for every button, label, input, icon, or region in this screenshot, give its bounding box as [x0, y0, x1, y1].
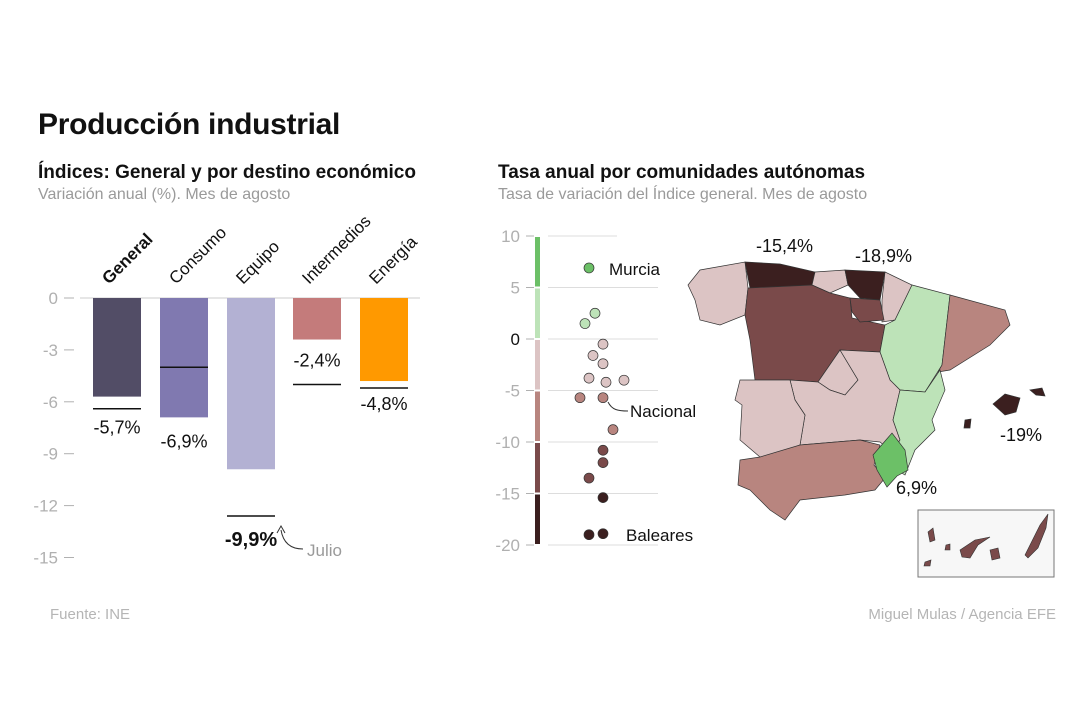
dot [607, 424, 619, 435]
left-subtitle: Índices: General y por destino económico [38, 162, 416, 183]
y-tick-label: -9 [43, 445, 58, 464]
dot [597, 358, 609, 370]
source: Fuente: INE [50, 606, 131, 623]
dot [589, 307, 601, 319]
y-tick-label: -5 [505, 382, 520, 401]
map-label-murcia: 6,9% [896, 478, 937, 498]
dot [597, 392, 609, 404]
dot [587, 350, 599, 361]
region-mallorca [992, 393, 1021, 416]
canary-island [944, 543, 951, 551]
region-ibiza [963, 418, 972, 429]
data-label: -2,4% [293, 351, 340, 371]
data-label: -6,9% [160, 431, 207, 451]
dot [574, 392, 586, 404]
dot-label: Nacional [630, 402, 696, 421]
region-cantabria [811, 269, 849, 294]
region-comunidad-valenciana [891, 369, 946, 476]
color-band [535, 340, 540, 390]
credit: Miguel Mulas / Agencia EFE [868, 606, 1056, 623]
region-andalucia [737, 439, 886, 521]
color-band [535, 288, 540, 338]
category-label: Consumo [165, 223, 230, 288]
color-band [535, 494, 540, 544]
y-tick-label: -15 [495, 485, 520, 504]
dot [618, 374, 630, 386]
dot [597, 528, 609, 540]
julio-arrowhead [276, 524, 286, 534]
bar-equipo [227, 298, 275, 470]
category-label: Intermedios [298, 212, 374, 288]
category-label: General [98, 230, 156, 288]
region-galicia [687, 261, 749, 326]
dot-label: Baleares [626, 526, 693, 545]
bar-general [93, 298, 141, 397]
region-cataluna [937, 294, 1011, 373]
data-label: -9,9% [225, 529, 277, 551]
spain-map: -15,4% -18,9% -19% 6,9% [687, 236, 1055, 578]
color-band [535, 237, 540, 287]
left-description: Variación anual (%). Mes de agosto [38, 186, 291, 203]
dot [583, 472, 595, 484]
canary-island [1024, 513, 1049, 559]
dot [597, 457, 609, 468]
canary-island [959, 536, 991, 559]
dot-label: Murcia [609, 260, 661, 279]
canary-island [927, 527, 936, 543]
y-tick-label: 0 [49, 289, 58, 308]
color-band [535, 391, 540, 441]
y-tick-label: -20 [495, 536, 520, 555]
color-band [535, 443, 540, 493]
map-label-asturias: -15,4% [756, 236, 813, 256]
dot [600, 376, 612, 388]
data-label: -5,7% [93, 418, 140, 438]
dot [597, 444, 609, 456]
y-tick-label: -3 [43, 341, 58, 360]
right-description: Tasa de variación del Índice general. Me… [498, 186, 868, 203]
category-label: Equipo [232, 237, 283, 288]
map-label-pais-vasco: -18,9% [855, 246, 912, 266]
bar-intermedios [293, 298, 341, 340]
page-title: Producción industrial [38, 108, 341, 141]
dot [583, 262, 595, 274]
julio-label: Julio [307, 541, 342, 560]
canary-island [989, 547, 1001, 561]
data-label: -4,8% [360, 394, 407, 414]
region-pais-vasco [844, 269, 886, 301]
nacional-leader [607, 401, 629, 412]
bar-chart: 0 -3 -6 -9 -12 -15 -5,7% General -6,9% Consumo -9,… [33, 212, 421, 568]
region-menorca [1029, 387, 1046, 397]
y-tick-label: 5 [511, 279, 520, 298]
map-label-baleares: -19% [1000, 425, 1042, 445]
right-subtitle: Tasa anual por comunidades autónomas [498, 162, 866, 183]
region-la-rioja [849, 297, 885, 323]
dot [579, 318, 591, 329]
bar-consumo [160, 298, 208, 418]
dot [597, 338, 609, 350]
y-tick-label: -6 [43, 393, 58, 412]
dot [597, 492, 609, 503]
y-tick-label: -15 [33, 549, 58, 568]
region-murcia [872, 432, 909, 488]
bar-energía [360, 298, 408, 382]
region-navarra [881, 271, 913, 323]
dot-plot: 10 5 0 -5 -10 -15 -20 Murcia Nacional Baleares [495, 227, 696, 555]
category-label: Energía [365, 232, 421, 288]
julio-arrow [280, 529, 304, 550]
y-tick-label: -12 [33, 497, 58, 516]
canary-island [923, 559, 932, 567]
y-tick-label: 0 [511, 330, 520, 349]
dot [583, 372, 595, 384]
dot [583, 529, 595, 541]
y-tick-label: -10 [495, 433, 520, 452]
y-tick-label: 10 [501, 227, 520, 246]
